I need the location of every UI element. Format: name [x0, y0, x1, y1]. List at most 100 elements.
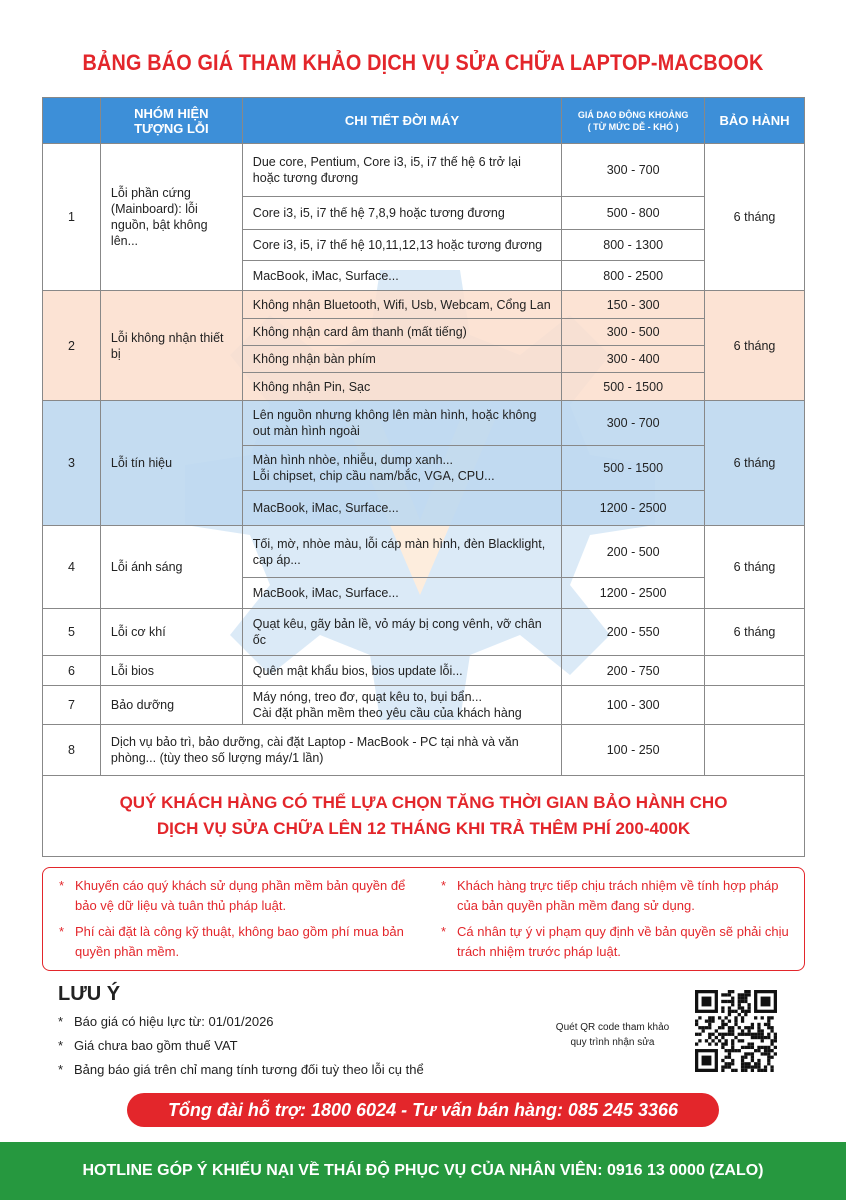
detail-cell: Màn hình nhòe, nhiễu, dump xanh... Lỗi ch… [241, 445, 563, 491]
page-title: BẢNG BÁO GIÁ THAM KHẢO DỊCH VỤ SỬA CHỮA … [82, 50, 764, 75]
detail-cell: MacBook, iMac, Surface... [241, 490, 563, 526]
price-cell: 500 - 1500 [561, 372, 706, 401]
price-cell: 300 - 500 [561, 318, 706, 346]
price-cell: 150 - 300 [561, 290, 706, 319]
header-issue-group: NHÓM HIỆN TƯỢNG LỖI [99, 97, 243, 144]
warranty-cell: 6 tháng [704, 608, 805, 656]
table-row: MacBook, iMac, Surface... 800 - 2500 [43, 260, 805, 291]
table-row: 2 Lỗi không nhận thiết bị Không nhận Bluet… [42, 290, 805, 401]
table-row: Không nhận Pin, Sạc 500 - 1500 [43, 372, 805, 401]
table-row: MacBook, iMac, Surface... 1200 - 2500 [43, 490, 805, 526]
row-number: 8 [42, 724, 101, 776]
table-row: 7 Bảo dưỡng Máy nóng, treo đơ, quạt kêu to… [42, 685, 805, 725]
header-price-line1: GIÁ DAO ĐỘNG KHOẢNG [577, 109, 689, 120]
issue-group-cell: Lỗi ánh sáng [99, 525, 243, 609]
detail-cell: Không nhận Bluetooth, Wifi, Usb, Webcam,… [241, 290, 563, 319]
warranty-cell: 6 tháng [704, 143, 805, 291]
table-row: Không nhận card âm thanh (mất tiếng) 300 … [43, 318, 805, 346]
issue-group-cell: Lỗi không nhận thiết bị [99, 290, 243, 401]
header-warranty: BẢO HÀNH [704, 97, 805, 144]
detail-cell: Quên mật khẩu bios, bios update lỗi... [241, 655, 563, 686]
warranty-extension-note: QUÝ KHÁCH HÀNG CÓ THỂ LỰA CHỌN TĂNG THỜI… [42, 775, 805, 857]
qr-code-icon[interactable] [695, 990, 777, 1072]
detail-cell: Core i3, i5, i7 thế hệ 10,11,12,13 hoặc … [241, 229, 563, 261]
warranty-cell: 6 tháng [704, 525, 805, 609]
price-cell: 100 - 250 [561, 724, 706, 776]
detail-cell: MacBook, iMac, Surface... [241, 577, 563, 609]
table-row: 3 Lỗi tín hiệu Lên nguồn nhưng không lên m… [42, 400, 805, 526]
detail-cell: Lên nguồn nhưng không lên màn hình, hoặc… [241, 400, 563, 446]
price-cell: 300 - 400 [561, 345, 706, 373]
header-no [42, 97, 101, 144]
notices-box: Khuyến cáo quý khách sử dụng phần mềm bả… [42, 867, 805, 971]
detail-cell: Máy nóng, treo đơ, quạt kêu to, bụi bẩn.… [241, 685, 563, 725]
warranty-cell [704, 724, 805, 776]
price-cell: 800 - 1300 [561, 229, 706, 261]
detail-cell: Tối, mờ, nhòe màu, lỗi cáp màn hình, đèn… [241, 525, 563, 578]
table-row: Core i3, i5, i7 thế hệ 7,8,9 hoặc tương … [43, 196, 805, 230]
luu-y-list: Báo giá có hiệu lực từ: 01/01/2026 Giá c… [58, 1010, 424, 1082]
notice-item: Khách hàng trực tiếp chịu trách nhiệm về… [439, 876, 789, 916]
price-cell: 300 - 700 [561, 143, 706, 197]
row-number: 7 [42, 685, 101, 725]
price-cell: 100 - 300 [561, 685, 706, 725]
detail-cell: Không nhận bàn phím [241, 345, 563, 373]
warranty-extension-note-row: QUÝ KHÁCH HÀNG CÓ THỂ LỰA CHỌN TĂNG THỜI… [42, 775, 805, 857]
price-table: NHÓM HIỆN TƯỢNG LỖI CHI TIẾT ĐỜI MÁY GIÁ… [42, 97, 805, 857]
luu-y-item: Giá chưa bao gồm thuế VAT [58, 1034, 424, 1058]
row-number: 6 [42, 655, 101, 686]
table-row: Màn hình nhòe, nhiễu, dump xanh... Lỗi ch… [43, 445, 805, 491]
table-header-row: NHÓM HIỆN TƯỢNG LỖI CHI TIẾT ĐỜI MÁY GIÁ… [42, 97, 805, 144]
qr-caption-line1: Quét QR code tham khảo [555, 1022, 670, 1033]
warranty-note-line1: QUÝ KHÁCH HÀNG CÓ THỂ LỰA CHỌN TĂNG THỜI… [119, 793, 728, 812]
detail-cell: Không nhận Pin, Sạc [241, 372, 563, 401]
price-cell: 1200 - 2500 [561, 577, 706, 609]
luu-y-item: Báo giá có hiệu lực từ: 01/01/2026 [58, 1010, 424, 1034]
warranty-cell [704, 655, 805, 686]
price-cell: 800 - 2500 [561, 260, 706, 291]
header-price: GIÁ DAO ĐỘNG KHOẢNG( TỪ MỨC DỄ - KHÓ ) [561, 97, 706, 144]
warranty-note-line2: DỊCH VỤ SỬA CHỮA LÊN 12 THÁNG KHI TRẢ TH… [156, 819, 691, 838]
issue-group-cell: Lỗi bios [99, 655, 243, 686]
detail-cell: Quạt kêu, gãy bản lề, vỏ máy bị cong vên… [241, 608, 563, 656]
price-cell: 200 - 550 [561, 608, 706, 656]
detail-cell: Không nhận card âm thanh (mất tiếng) [241, 318, 563, 346]
table-row: MacBook, iMac, Surface... 1200 - 2500 [43, 577, 805, 609]
row-number: 3 [42, 400, 101, 526]
header-detail: CHI TIẾT ĐỜI MÁY [241, 97, 563, 144]
detail-cell: Core i3, i5, i7 thế hệ 7,8,9 hoặc tương … [241, 196, 563, 230]
notice-item: Phí cài đặt là công kỹ thuật, không bao … [57, 922, 407, 962]
price-cell: 1200 - 2500 [561, 490, 706, 526]
warranty-cell [704, 685, 805, 725]
table-row: 6 Lỗi bios Quên mật khẩu bios, bios update… [42, 655, 805, 686]
row-number: 5 [42, 608, 101, 656]
qr-caption-line2: quy trình nhận sửa [570, 1037, 655, 1048]
luu-y-heading: LƯU Ý [58, 983, 121, 1005]
warranty-cell: 6 tháng [704, 290, 805, 401]
table-row: 5 Lỗi cơ khí Quạt kêu, gãy bản lề, vỏ máy … [42, 608, 805, 656]
issue-group-cell: Dịch vụ bảo trì, bảo dưỡng, cài đặt Lapt… [99, 724, 563, 776]
table-row: 1 Lỗi phần cứng (Mainboard): lỗi nguồn, b… [42, 143, 805, 291]
issue-group-cell: Lỗi cơ khí [99, 608, 243, 656]
price-cell: 200 - 750 [561, 655, 706, 686]
warranty-cell: 6 tháng [704, 400, 805, 526]
table-row: Core i3, i5, i7 thế hệ 10,11,12,13 hoặc … [43, 229, 805, 261]
price-cell: 500 - 1500 [561, 445, 706, 491]
price-cell: 500 - 800 [561, 196, 706, 230]
issue-group-cell: Lỗi phần cứng (Mainboard): lỗi nguồn, bậ… [99, 143, 243, 291]
issue-group-cell: Lỗi tín hiệu [99, 400, 243, 526]
price-cell: 200 - 500 [561, 525, 706, 578]
notice-item: Khuyến cáo quý khách sử dụng phần mềm bả… [57, 876, 407, 916]
issue-group-cell: Bảo dưỡng [99, 685, 243, 725]
detail-cell: MacBook, iMac, Surface... [241, 260, 563, 291]
header-price-line2: ( TỪ MỨC DỄ - KHÓ ) [587, 121, 679, 132]
qr-caption: Quét QR code tham khảo quy trình nhận sửa [540, 1020, 685, 1050]
complaint-hotline-footer: HOTLINE GÓP Ý KHIẾU NẠI VỀ THÁI ĐỘ PHỤC … [0, 1142, 846, 1200]
detail-cell: Due core, Pentium, Core i3, i5, i7 thế h… [241, 143, 563, 197]
notice-item: Cá nhân tự ý vi phạm quy định về bản quy… [439, 922, 789, 962]
table-row: 8 Dịch vụ bảo trì, bảo dưỡng, cài đặt Lap… [42, 724, 805, 776]
luu-y-item: Bảng báo giá trên chỉ mang tính tương đố… [58, 1058, 424, 1082]
row-number: 1 [42, 143, 101, 291]
row-number: 4 [42, 525, 101, 609]
table-row: 4 Lỗi ánh sáng Tối, mờ, nhòe màu, lỗi cáp … [42, 525, 805, 609]
